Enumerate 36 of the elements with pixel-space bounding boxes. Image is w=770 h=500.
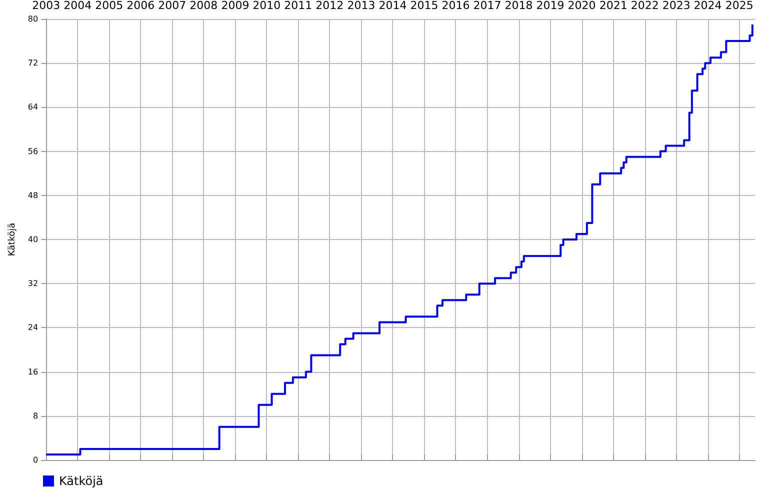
x-tick-label: 2011: [284, 0, 312, 12]
legend-label: Kätköjä: [59, 474, 104, 488]
y-tick-label: 0: [32, 456, 38, 464]
y-tick-label: 16: [28, 367, 38, 376]
x-tick-label: 2024: [694, 0, 722, 12]
x-tick-label: 2025: [725, 0, 754, 12]
x-tick-label: 2017: [473, 0, 502, 12]
y-tick-label: 56: [28, 146, 38, 156]
x-tick-label: 2013: [347, 0, 376, 12]
x-tick-label: 2020: [568, 0, 596, 12]
x-tick-label: 2012: [316, 0, 344, 12]
y-tick-label: 24: [28, 323, 38, 332]
x-tick-label: 2008: [190, 0, 218, 12]
y-axis-title: Kätköjä: [8, 222, 18, 256]
y-tick-label: 40: [28, 235, 38, 244]
x-tick-label: 2016: [442, 0, 470, 12]
x-tick-label: 2015: [410, 0, 438, 12]
y-tick-label: 48: [28, 190, 38, 200]
x-tick-label: 2022: [630, 0, 659, 12]
x-tick-label: 2014: [378, 0, 407, 12]
x-tick-label: 2006: [126, 0, 155, 12]
x-tick-label: 2003: [32, 0, 60, 12]
x-tick-label: 2005: [95, 0, 124, 12]
x-tick-label: 2004: [64, 0, 92, 12]
x-tick-label: 2023: [662, 0, 690, 12]
x-tick-label: 2010: [252, 0, 281, 12]
y-tick-label: 80: [28, 14, 38, 24]
x-tick-label: 2018: [504, 0, 533, 12]
y-tick-label: 8: [32, 411, 38, 420]
x-tick-label: 2019: [536, 0, 564, 12]
x-tick-label: 2009: [221, 0, 250, 12]
y-tick-label: 32: [28, 279, 38, 288]
y-tick-label: 72: [28, 58, 38, 68]
y-tick-label: 64: [28, 102, 38, 112]
x-tick-label: 2021: [599, 0, 628, 12]
x-tick-label: 2007: [158, 0, 186, 12]
